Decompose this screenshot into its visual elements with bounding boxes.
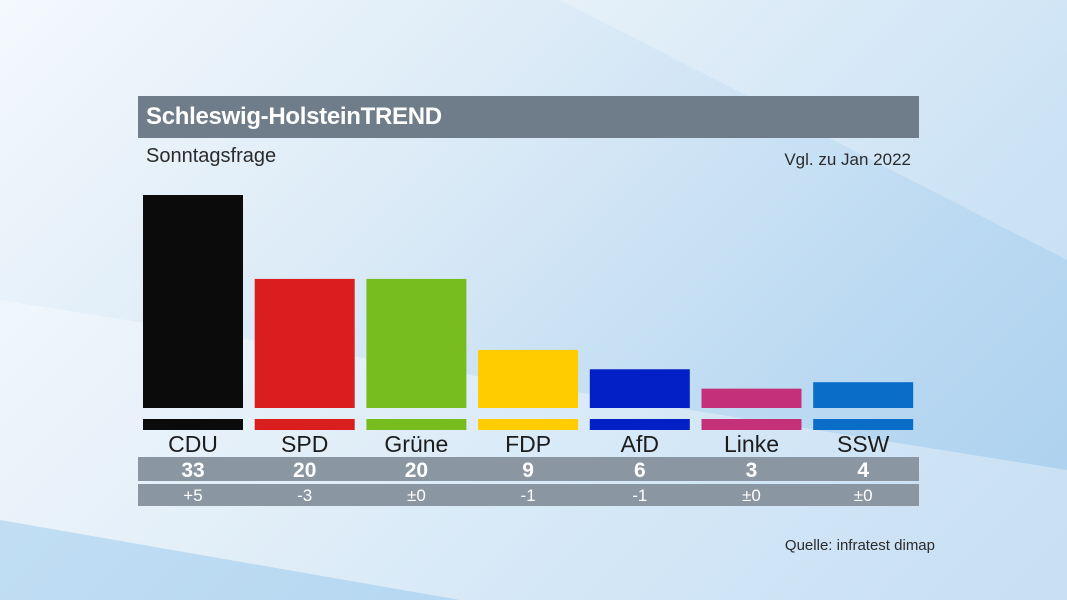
bar-afd	[589, 369, 690, 408]
title-bar	[138, 96, 919, 138]
value-label: 20	[405, 459, 428, 482]
bar-underline-spd	[254, 419, 355, 430]
bar-underline-afd	[589, 419, 690, 430]
change-label: ±0	[742, 486, 761, 505]
bar-underline-ssw	[813, 419, 914, 430]
category-label: Grüne	[384, 431, 448, 457]
bar-spd	[254, 278, 355, 408]
bar-underline-fdp	[478, 419, 579, 430]
source-note: Quelle: infratest dimap	[784, 537, 935, 554]
change-label: -3	[297, 486, 312, 505]
chart-subtitle: Sonntagsfrage	[146, 145, 277, 167]
value-label: 3	[746, 459, 758, 482]
comparison-note: Vgl. zu Jan 2022	[784, 150, 911, 169]
value-label: 20	[293, 459, 316, 482]
changes-row	[138, 484, 919, 506]
change-label: ±0	[407, 486, 426, 505]
bar-grüne	[366, 278, 467, 408]
values-row	[138, 457, 919, 481]
category-label: Linke	[724, 431, 779, 457]
category-label: SSW	[837, 431, 890, 457]
bar-cdu	[143, 195, 243, 408]
category-label: AfD	[621, 431, 659, 457]
bar-underline-grüne	[366, 419, 467, 430]
change-label: ±0	[854, 486, 873, 505]
bar-fdp	[478, 349, 579, 408]
bar-underline-linke	[701, 419, 802, 430]
bar-linke	[701, 388, 802, 408]
change-label: +5	[183, 486, 202, 505]
value-label: 9	[522, 459, 534, 482]
value-label: 6	[634, 459, 646, 482]
value-label: 4	[857, 459, 869, 482]
value-label: 33	[181, 459, 204, 482]
category-label: FDP	[505, 431, 551, 457]
change-label: -1	[521, 486, 536, 505]
chart-title: Schleswig-HolsteinTREND	[146, 103, 442, 130]
change-label: -1	[632, 486, 647, 505]
category-label: CDU	[168, 431, 218, 457]
category-label: SPD	[281, 431, 328, 457]
bar-underline-cdu	[143, 419, 243, 430]
bar-ssw	[813, 382, 914, 408]
